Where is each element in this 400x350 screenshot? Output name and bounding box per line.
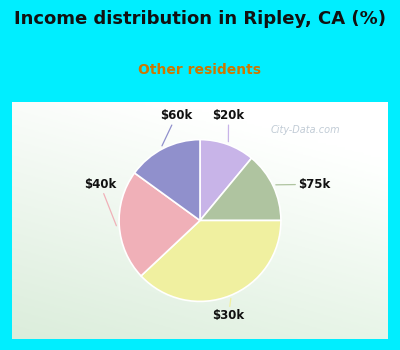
- Text: Other residents: Other residents: [138, 63, 262, 77]
- Text: $20k: $20k: [212, 109, 245, 142]
- Wedge shape: [119, 173, 200, 276]
- Wedge shape: [200, 140, 252, 220]
- Text: $60k: $60k: [160, 109, 192, 146]
- Text: $30k: $30k: [212, 299, 245, 322]
- Text: Income distribution in Ripley, CA (%): Income distribution in Ripley, CA (%): [14, 10, 386, 28]
- Text: $40k: $40k: [84, 178, 116, 226]
- Wedge shape: [141, 220, 281, 301]
- Text: $75k: $75k: [276, 178, 330, 191]
- Wedge shape: [200, 158, 281, 220]
- Wedge shape: [134, 140, 200, 220]
- Text: City-Data.com: City-Data.com: [270, 125, 340, 135]
